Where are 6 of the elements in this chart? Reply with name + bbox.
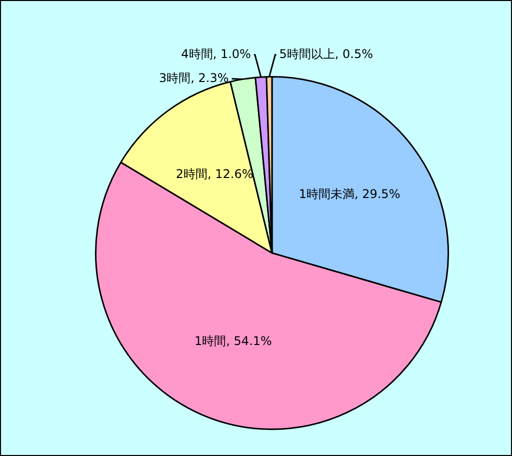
slice-label: 5時間以上, 0.5%	[279, 46, 373, 61]
slice-label: 1時間, 54.1%	[194, 334, 272, 348]
slice-label: 3時間, 2.3%	[159, 70, 229, 85]
slice-label: 2時間, 12.6%	[176, 167, 254, 182]
slice-label: 4時間, 1.0%	[181, 46, 251, 61]
slice-label: 1時間未満, 29.5%	[298, 186, 400, 201]
